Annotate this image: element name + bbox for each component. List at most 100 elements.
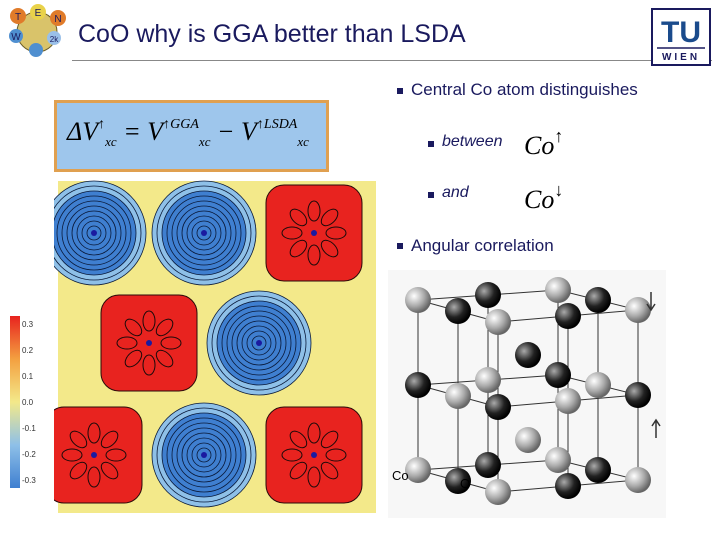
co-atom: [625, 467, 651, 493]
logo-letter: E: [35, 8, 42, 19]
red-lobe: [87, 466, 101, 488]
colorbar-label: -0.1: [22, 424, 36, 433]
o-atom: [555, 473, 581, 499]
tu-wien-logo: TU WIEN: [651, 8, 711, 66]
bullet-central-co: Central Co atom distinguishes: [411, 80, 638, 99]
formula-box: ΔV↑xc = V↑GGAxc − V↑LSDAxc: [54, 100, 329, 172]
atom-center: [201, 230, 207, 236]
co-atom: [545, 447, 571, 473]
logo-letter: W: [11, 32, 21, 43]
subbullet-between: between: [442, 133, 503, 150]
logo-letter: N: [54, 14, 61, 25]
colorbar-panel: 0.3 0.2 0.1 0.0 -0.1 -0.2 -0.3: [6, 306, 54, 498]
red-lobe: [281, 226, 303, 240]
logo-letter: T: [15, 12, 21, 23]
co-atom: [625, 297, 651, 323]
red-lobe: [307, 422, 321, 444]
co-atom: [405, 457, 431, 483]
colorbar-gradient: [10, 316, 20, 488]
red-lobe: [289, 239, 308, 258]
red-lobe: [320, 430, 339, 449]
co-spin-down: Co↓: [524, 180, 564, 214]
o-atom: [555, 303, 581, 329]
red-lobe: [320, 208, 339, 227]
atom-center: [146, 340, 152, 346]
co-atom: [485, 309, 511, 335]
o-atom: [445, 298, 471, 324]
atom-center: [311, 452, 317, 458]
red-lobe: [116, 336, 138, 350]
red-lobe: [69, 461, 88, 480]
red-lobe: [100, 461, 119, 480]
red-lobe: [155, 318, 174, 337]
co-atom: [475, 367, 501, 393]
subbullet-and: and: [442, 184, 469, 201]
red-lobe: [142, 354, 156, 376]
spin-arrow-down-icon: [646, 292, 656, 312]
o-atom: [475, 452, 501, 478]
wien-text: WIEN: [662, 52, 700, 63]
o-atom: [585, 287, 611, 313]
atom-center: [256, 340, 262, 346]
o-atom: [485, 394, 511, 420]
red-lobe: [61, 448, 83, 462]
co-atom: [445, 383, 471, 409]
bullet-marker: [397, 243, 403, 249]
red-lobe: [105, 448, 127, 462]
red-lobe: [124, 318, 143, 337]
co-atom: [485, 479, 511, 505]
red-lobe: [281, 448, 303, 462]
atom-center: [311, 230, 317, 236]
red-lobe: [155, 349, 174, 368]
label-co: Co: [392, 468, 409, 483]
red-lobe: [289, 208, 308, 227]
red-lobe: [124, 349, 143, 368]
red-lobe: [142, 310, 156, 332]
bullet-marker: [428, 192, 434, 198]
colorbar-label: -0.2: [22, 450, 36, 459]
wien2k-logo: T E W N 2k: [9, 4, 66, 57]
atom-center: [201, 452, 207, 458]
red-lobe: [87, 422, 101, 444]
o-atom: [515, 342, 541, 368]
co-atom: [545, 277, 571, 303]
tu-text: TU: [661, 16, 701, 49]
red-lobe: [307, 244, 321, 266]
co-atom: [515, 427, 541, 453]
co-atom: [585, 372, 611, 398]
colorbar-label: 0.2: [22, 346, 34, 355]
red-lobe-region: [54, 406, 143, 504]
bullet-marker: [428, 141, 434, 147]
red-lobe: [320, 461, 339, 480]
o-atom: [475, 282, 501, 308]
colorbar-label: 0.3: [22, 320, 34, 329]
delta-vxc-formula: ΔV↑xc = V↑GGAxc − V↑LSDAxc: [67, 117, 309, 149]
o-atom: [585, 457, 611, 483]
coo-crystal-structure: Co O: [388, 270, 666, 518]
bullet-marker: [397, 88, 403, 94]
co-atom: [555, 388, 581, 414]
title-divider: [72, 60, 712, 61]
red-lobe: [325, 226, 347, 240]
slide-title: CoO why is GGA better than LSDA: [78, 20, 466, 48]
red-lobe: [289, 430, 308, 449]
o-atom: [545, 362, 571, 388]
colorbar-label: 0.0: [22, 398, 34, 407]
red-lobe: [160, 336, 182, 350]
bullet-angular-correlation: Angular correlation: [411, 236, 554, 255]
o-atom: [625, 382, 651, 408]
red-lobe: [307, 466, 321, 488]
red-lobe: [289, 461, 308, 480]
label-o: O: [460, 476, 470, 491]
o-atom: [405, 372, 431, 398]
co-spin-up: Co↑: [524, 126, 564, 160]
colorbar-label: -0.3: [22, 476, 36, 485]
red-lobe: [320, 239, 339, 258]
vxc-contour-map: [54, 175, 380, 517]
co-atom: [405, 287, 431, 313]
logo-letter: 2k: [50, 35, 59, 44]
o-atom: [445, 468, 471, 494]
atom-center: [91, 230, 97, 236]
red-lobe: [325, 448, 347, 462]
atom-center: [91, 452, 97, 458]
